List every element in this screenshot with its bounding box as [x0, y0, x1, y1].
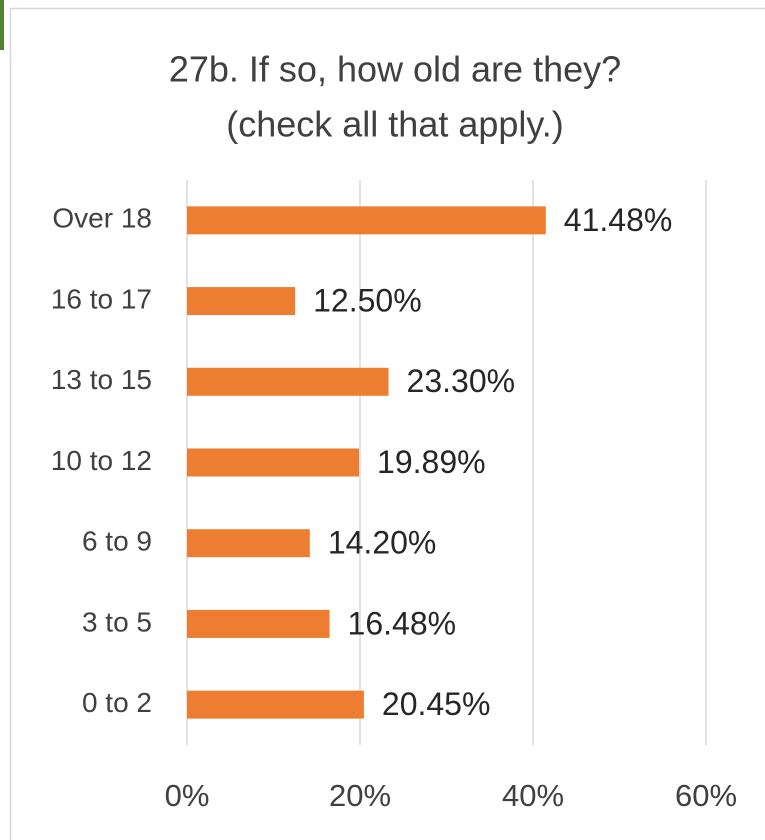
y-tick-label: 6 to 9: [82, 526, 152, 557]
bar: [187, 287, 296, 316]
data-label: 20.45%: [382, 686, 491, 722]
chart-frame: [9, 7, 765, 840]
data-label: 16.48%: [348, 605, 457, 641]
data-label: 41.48%: [564, 202, 673, 238]
x-tick-label: 40%: [502, 778, 564, 813]
y-tick-label: 0 to 2: [82, 687, 152, 718]
y-tick-label: 13 to 15: [51, 364, 152, 395]
data-label: 14.20%: [328, 525, 437, 561]
bar: [187, 206, 546, 235]
data-label: 23.30%: [407, 363, 516, 399]
x-tick-label: 20%: [329, 778, 391, 813]
bar: [187, 690, 364, 719]
data-label: 19.89%: [377, 444, 486, 480]
bar: [187, 448, 360, 477]
bar: [187, 529, 310, 558]
x-tick-label: 0%: [165, 778, 210, 813]
x-tick-label: 60%: [675, 778, 737, 813]
bar: [187, 609, 330, 638]
data-label: 12.50%: [313, 283, 422, 319]
chart-title: 27b. If so, how old are they?: [169, 49, 621, 90]
y-tick-label: 16 to 17: [51, 283, 152, 314]
frame-edge: [0, 0, 4, 50]
bar: [187, 367, 389, 396]
chart-subtitle: (check all that apply.): [226, 104, 563, 145]
y-tick-label: 3 to 5: [82, 606, 152, 637]
y-tick-label: Over 18: [52, 203, 152, 234]
y-tick-label: 10 to 12: [51, 445, 152, 476]
